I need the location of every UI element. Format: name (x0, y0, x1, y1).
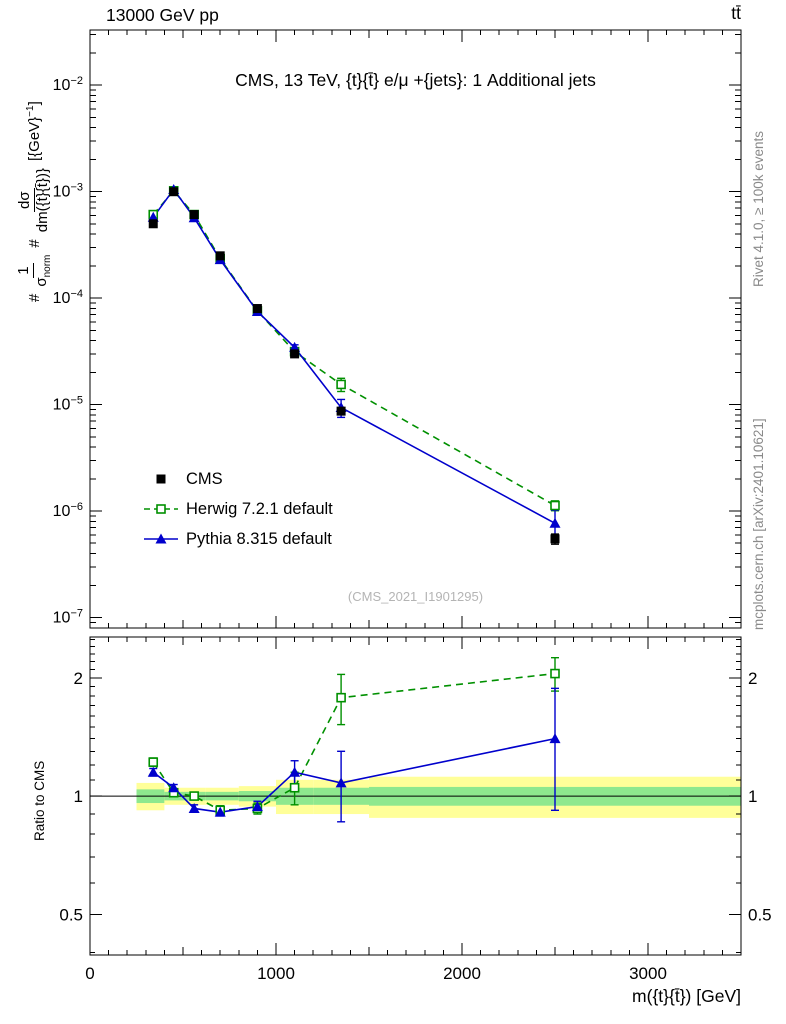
y-tick-label: 10−3 (53, 182, 83, 201)
ylabel-fraction-norm: 1 σnorm (15, 254, 53, 287)
legend: CMS Herwig 7.2.1 default Pythia 8.315 de… (142, 464, 333, 554)
data-point (336, 692, 346, 703)
process-label: tt̄ (731, 3, 741, 23)
data-point (550, 668, 560, 679)
data-point (156, 504, 166, 514)
data-point (289, 766, 301, 777)
y-tick-label: 10−5 (53, 395, 83, 414)
ratio-y-tick-label: 0.5 (59, 905, 83, 924)
data-point (549, 733, 561, 744)
y-tick-label: 10−7 (53, 608, 83, 627)
data-point (336, 406, 346, 416)
ylabel-fraction-dsigma: dσ dm({t}{t̄})} (16, 168, 51, 233)
ratio-y-tick-label: 1 (748, 787, 757, 806)
beam-energy-label: 13000 GeV pp (106, 5, 219, 25)
data-point (550, 534, 560, 544)
data-point (289, 782, 300, 793)
cms-marker-icon (142, 471, 180, 487)
y-tick-label: 10−6 (53, 501, 83, 520)
data-point (214, 806, 226, 817)
x-axis-label: m({t}{t̄}) [GeV] (632, 986, 741, 1006)
x-tick-label: 2000 (443, 964, 481, 983)
plot-title: CMS, 13 TeV, {t}{t̄} e/μ +{jets}: 1 Addi… (235, 70, 596, 90)
ratio-y-tick-label: 1 (74, 787, 83, 806)
ratio-y-tick-label: 0.5 (748, 905, 772, 924)
data-point (148, 219, 158, 229)
x-tick-label: 0 (85, 964, 94, 983)
pythia-marker-icon (142, 531, 180, 547)
y-tick-label: 10−2 (53, 75, 83, 94)
data-point (168, 782, 180, 793)
data-point (215, 251, 225, 261)
ratio-y-axis-label: Ratio to CMS (32, 760, 47, 841)
data-point (156, 474, 166, 484)
data-point (549, 517, 561, 528)
data-point (147, 766, 159, 777)
y-axis-label: # 1 σnorm # dσ dm({t}{t̄})} [{GeV}−1] (15, 101, 53, 302)
data-point (335, 777, 347, 788)
data-point (336, 379, 346, 390)
legend-label-cms: CMS (186, 469, 223, 488)
ylabel-units: [{GeV}−1] (25, 101, 44, 162)
mcplots-arxiv-note: mcplots.cern.ch [arXiv:2401.10621] (751, 418, 766, 630)
legend-item-herwig: Herwig 7.2.1 default (142, 494, 333, 524)
ratio-y-tick-label: 2 (748, 669, 757, 688)
data-point (189, 210, 199, 220)
data-point (290, 349, 300, 359)
data-point (169, 187, 179, 197)
legend-label-herwig: Herwig 7.2.1 default (186, 499, 333, 518)
ylabel-hash2: # (25, 239, 43, 248)
rivet-version-note: Rivet 4.1.0, ≥ 100k events (751, 131, 766, 287)
analysis-watermark: (CMS_2021_I1901295) (347, 589, 484, 604)
data-point (155, 533, 167, 544)
x-tick-label: 1000 (257, 964, 295, 983)
x-tick-label: 3000 (629, 964, 667, 983)
data-point (189, 791, 199, 801)
data-point (550, 500, 560, 511)
herwig-marker-icon (142, 501, 180, 517)
legend-item-pythia: Pythia 8.315 default (142, 524, 333, 554)
data-point (252, 304, 262, 314)
data-point (251, 801, 263, 812)
ylabel-hash1: # (25, 293, 43, 302)
ratio-y-tick-label: 2 (74, 669, 83, 688)
series-line (152, 189, 556, 507)
data-point (188, 802, 200, 813)
legend-label-pythia: Pythia 8.315 default (186, 529, 332, 548)
y-tick-label: 10−4 (53, 288, 83, 307)
legend-item-cms: CMS (142, 464, 333, 494)
data-point (148, 757, 159, 767)
main-panel-frame (89, 29, 742, 629)
